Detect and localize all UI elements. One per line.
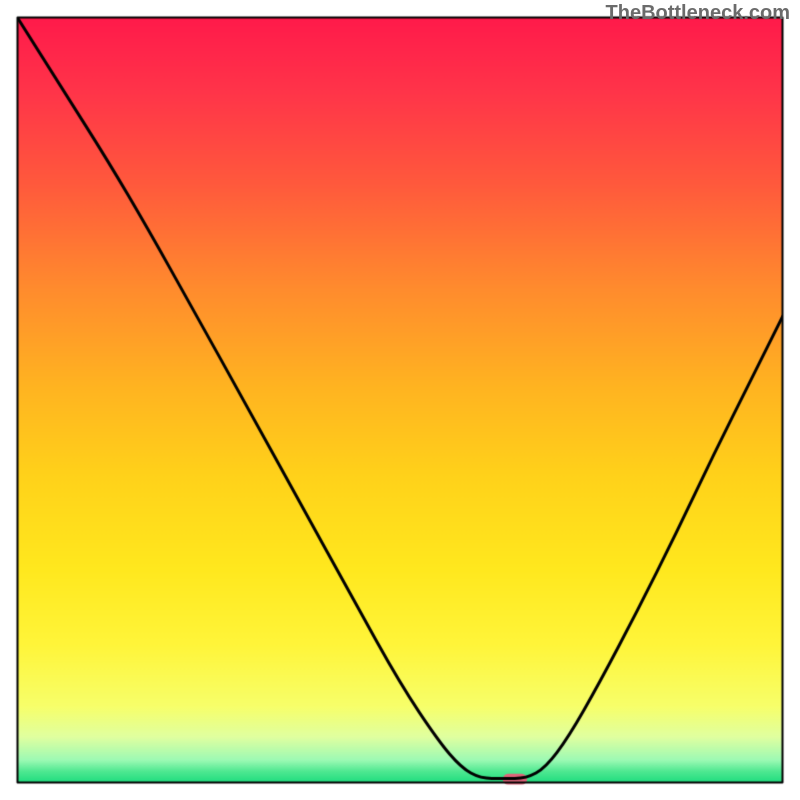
bottleneck-gradient-chart: [0, 0, 800, 800]
watermark-label: TheBottleneck.com: [606, 2, 790, 25]
chart-container: TheBottleneck.com: [0, 0, 800, 800]
